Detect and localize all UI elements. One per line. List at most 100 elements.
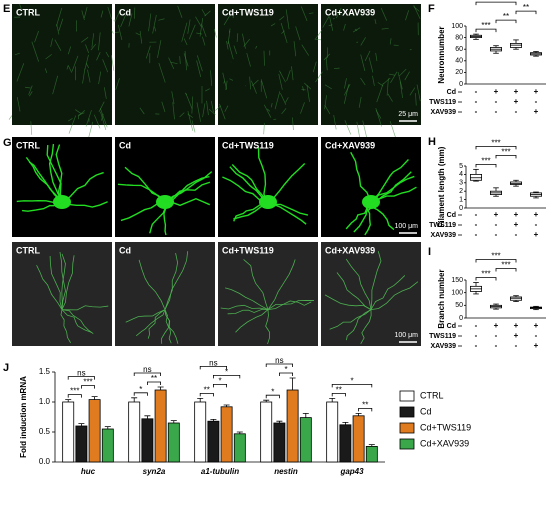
legend-label: Cd+TWS119 [420, 422, 471, 432]
micrograph [321, 137, 421, 237]
texture [30, 121, 33, 135]
texture [295, 26, 301, 41]
texture [81, 10, 85, 20]
texture [45, 54, 52, 60]
neurite [370, 175, 415, 203]
texture [223, 80, 226, 84]
texture [54, 39, 62, 51]
image-label: CTRL [16, 245, 40, 255]
significance-bracket [81, 385, 95, 389]
micrograph [321, 242, 421, 346]
texture [304, 82, 312, 90]
texture [399, 68, 407, 77]
texture [90, 43, 96, 51]
bar [352, 415, 365, 463]
texture [224, 105, 229, 112]
significance-label: *** [83, 378, 92, 387]
micrograph [218, 4, 318, 125]
condition-label: Cd [447, 89, 456, 96]
neurite [16, 199, 63, 204]
neurite [220, 304, 269, 310]
texture [185, 93, 193, 110]
image-label: Cd [119, 140, 131, 150]
neurite [25, 156, 63, 203]
texture [96, 52, 101, 61]
texture [81, 37, 89, 43]
texture [312, 61, 317, 73]
texture [227, 41, 234, 60]
neurite [229, 166, 269, 203]
bar [365, 445, 378, 463]
significance-bracket [331, 384, 373, 388]
panel-label: H [428, 136, 436, 148]
significance-label: ** [336, 386, 342, 395]
texture [333, 17, 335, 20]
condition-sign: - [495, 331, 498, 340]
error-bar [329, 398, 336, 402]
texture [416, 84, 421, 102]
texture [387, 93, 393, 102]
x-tick-label: gap43 [339, 467, 364, 476]
texture [187, 113, 193, 118]
texture [242, 33, 246, 49]
error-bar [210, 419, 217, 422]
significance-label: ns [143, 365, 151, 374]
condition-sign: - [475, 230, 478, 239]
texture [236, 33, 239, 42]
significance-bracket [199, 393, 214, 397]
neurite [346, 309, 372, 341]
neurite [164, 252, 178, 310]
bar [75, 425, 88, 463]
neurite [370, 281, 419, 310]
texture [28, 85, 33, 95]
y-tick-label: 1.5 [39, 367, 51, 376]
condition-sign: + [514, 331, 519, 340]
condition-sign: + [494, 321, 499, 330]
neurite [61, 309, 94, 334]
neurite [370, 171, 412, 203]
texture [196, 32, 203, 35]
texture [270, 102, 273, 108]
texture [300, 102, 305, 114]
condition-sign: + [514, 220, 519, 229]
texture [87, 69, 91, 83]
texture [139, 107, 145, 115]
x-tick-label: huc [81, 467, 96, 476]
significance-bracket [67, 394, 82, 398]
y-tick-label: 50 [455, 302, 463, 309]
texture [325, 57, 328, 71]
significance-bracket [199, 366, 227, 370]
neurite [61, 201, 108, 208]
significance-bracket [475, 1, 517, 6]
neurite [59, 251, 66, 310]
texture [285, 9, 290, 30]
significance-bracket [133, 372, 161, 376]
texture [56, 7, 63, 27]
y-tick-label: 1.0 [39, 397, 51, 406]
texture [183, 38, 188, 46]
texture [187, 19, 191, 34]
error-bar [368, 444, 375, 447]
texture [83, 7, 88, 19]
significance-bracket [147, 381, 161, 385]
condition-sign: - [495, 220, 498, 229]
significance-bracket [495, 19, 517, 24]
condition-label: Cd [447, 323, 456, 330]
significance-label: *** [501, 147, 510, 156]
texture [202, 103, 206, 118]
condition-sign: - [495, 230, 498, 239]
significance-bracket [475, 259, 517, 263]
error-bar [236, 431, 243, 434]
y-axis-label: Neuronnumber [437, 26, 446, 83]
texture [171, 91, 175, 105]
condition-sign: - [475, 97, 478, 106]
texture [115, 78, 120, 90]
texture [314, 38, 322, 41]
texture [196, 55, 203, 72]
neurite [36, 265, 63, 310]
y-tick-label: 3 [459, 180, 463, 187]
texture [105, 51, 110, 58]
image-label: Cd [119, 7, 131, 17]
texture [227, 30, 231, 44]
neurite [370, 159, 409, 203]
